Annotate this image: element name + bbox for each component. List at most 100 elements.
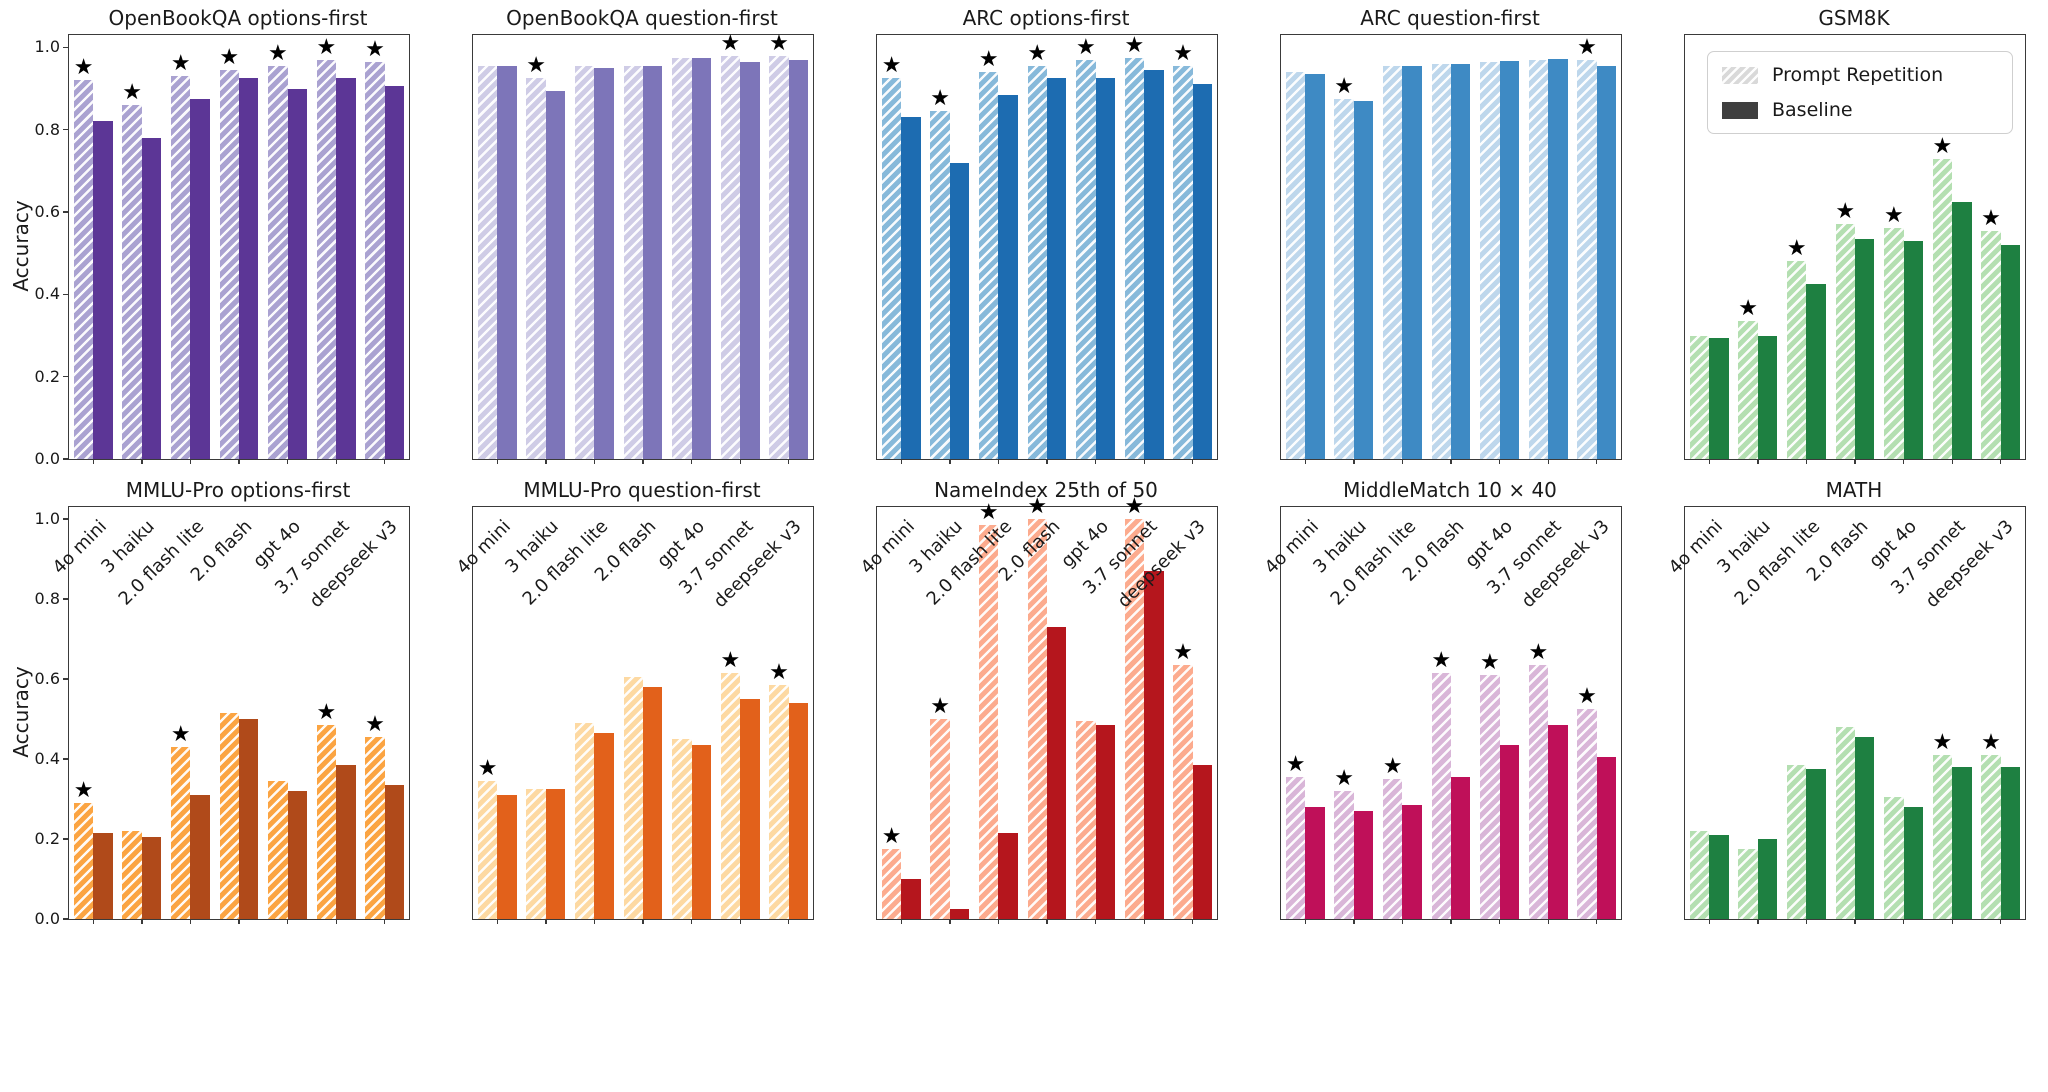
x-tick-mark <box>900 459 902 464</box>
x-tick-mark <box>496 919 498 924</box>
x-tick-mark <box>1450 459 1452 464</box>
bar-baseline-4o-mini <box>1305 807 1325 919</box>
bar-baseline-deepseek-v3 <box>788 59 809 459</box>
x-tick-mark <box>1046 919 1048 924</box>
y-tick-label: 0.0 <box>34 449 60 468</box>
subplot-title-gsm8k: GSM8K <box>1818 6 1890 30</box>
bar-baseline-3-haiku <box>141 137 162 459</box>
plot-area-nameindex-25th-of-50: ★ 4o mini ★ 3 haiku ★ 2.0 flash lite ★ 2.0 flas… <box>856 496 1218 924</box>
bar-baseline-deepseek-v3 <box>1596 757 1617 919</box>
significance-star-icon: ★ <box>881 53 902 79</box>
bar-prompt-repetition-deepseek-v3 <box>1173 665 1193 919</box>
bar-baseline-3-7-sonnet <box>1952 201 1972 459</box>
bar-baseline-4o-mini <box>1709 337 1729 459</box>
significance-star-icon: ★ <box>219 45 240 70</box>
bar-baseline-4o-mini <box>901 879 921 919</box>
bar-baseline-3-7-sonnet <box>740 699 760 919</box>
bar-prompt-repetition-4o-mini <box>1285 777 1306 919</box>
significance-star-icon: ★ <box>526 53 547 79</box>
significance-star-icon: ★ <box>122 79 143 105</box>
plot-area-openbookqa-options-first: 1.0 0.8 0.6 0.4 0.2 0.0 ★ ★ ★ ★ ★ ★ ★ <box>35 34 410 468</box>
significance-star-icon: ★ <box>1173 40 1193 66</box>
bar-prompt-repetition-gpt-4o <box>672 57 692 459</box>
y-tick-mark <box>63 918 69 920</box>
bar-baseline-3-haiku <box>949 909 970 919</box>
y-tick-mark <box>63 758 69 760</box>
bar-baseline-gpt-4o <box>1903 240 1923 459</box>
bar-baseline-deepseek-v3 <box>384 86 405 459</box>
bar-prompt-repetition-deepseek-v3 <box>1981 230 2001 459</box>
bar-prompt-repetition-2-0-flash-lite <box>1787 261 1807 459</box>
bar-baseline-3-haiku <box>949 162 970 459</box>
bar-baseline-2-0-flash-lite <box>998 833 1018 919</box>
significance-star-icon: ★ <box>1431 648 1452 673</box>
bar-baseline-gpt-4o <box>1499 60 1519 459</box>
bar-baseline-4o-mini <box>901 117 921 459</box>
bar-prompt-repetition-3-7-sonnet <box>316 59 337 459</box>
x-tick-mark <box>1353 459 1355 464</box>
subplot-title-middlematch-10-40: MiddleMatch 10 × 40 <box>1343 478 1557 502</box>
bar-prompt-repetition-2-0-flash <box>623 677 643 919</box>
x-tick-mark <box>1401 459 1404 464</box>
bar-prompt-repetition-2-0-flash <box>1027 65 1047 459</box>
bar-baseline-4o-mini <box>93 121 113 459</box>
bar-prompt-repetition-3-haiku <box>930 111 950 459</box>
significance-star-icon: ★ <box>1479 650 1500 675</box>
x-tick-mark <box>286 459 289 464</box>
x-tick-mark <box>384 459 386 464</box>
subplot-title-math: MATH <box>1825 478 1883 502</box>
bar-baseline-3-haiku <box>1757 839 1778 919</box>
bar-baseline-deepseek-v3 <box>1596 65 1617 459</box>
x-tick-mark <box>642 919 644 924</box>
bar-prompt-repetition-2-0-flash-lite <box>979 72 999 459</box>
x-tick-mark <box>1854 919 1856 924</box>
x-tick-mark <box>900 919 902 924</box>
x-tick-label-4o-mini: 4o mini <box>1260 516 1323 579</box>
bar-prompt-repetition-2-0-flash <box>1835 224 1855 459</box>
x-tick-mark <box>238 459 240 464</box>
significance-star-icon: ★ <box>1835 199 1856 225</box>
bar-prompt-repetition-4o-mini <box>1689 831 1710 919</box>
bar-baseline-gpt-4o <box>691 745 711 919</box>
x-tick-mark <box>189 459 192 464</box>
bar-prompt-repetition-2-0-flash-lite <box>171 76 191 459</box>
subplot-title-openbookqa-question-first: OpenBookQA question-first <box>506 6 778 30</box>
x-tick-mark <box>1304 459 1306 464</box>
x-tick-mark <box>1046 459 1048 464</box>
y-tick-mark <box>63 293 69 295</box>
bar-baseline-2-0-flash-lite <box>998 94 1018 459</box>
bar-baseline-deepseek-v3 <box>1192 84 1213 459</box>
x-tick-mark <box>690 459 693 464</box>
significance-star-icon: ★ <box>1285 752 1306 777</box>
x-tick-mark <box>1450 919 1452 924</box>
x-tick-mark <box>92 459 94 464</box>
bar-prompt-repetition-deepseek-v3 <box>365 61 385 459</box>
bar-prompt-repetition-2-0-flash <box>1835 727 1855 919</box>
bar-prompt-repetition-3-haiku <box>122 104 142 459</box>
x-tick-mark <box>739 919 741 924</box>
bar-baseline-2-0-flash-lite <box>594 733 614 919</box>
bar-baseline-2-0-flash-lite <box>190 795 210 919</box>
y-axis-label-row2: Accuracy <box>9 666 33 758</box>
bar-prompt-repetition-2-0-flash <box>1431 63 1451 459</box>
significance-star-icon: ★ <box>1932 133 1953 159</box>
y-tick-label: 0.4 <box>34 749 60 768</box>
significance-star-icon: ★ <box>769 30 789 56</box>
bar-baseline-2-0-flash-lite <box>1806 284 1826 459</box>
x-tick-mark <box>997 919 1000 924</box>
x-tick-mark <box>1805 919 1808 924</box>
bar-baseline-2-0-flash <box>1047 627 1067 919</box>
bar-baseline-3-haiku <box>545 90 566 459</box>
bar-prompt-repetition-2-0-flash <box>623 65 643 459</box>
bar-baseline-gpt-4o <box>691 57 711 459</box>
bar-baseline-3-haiku <box>141 837 162 919</box>
significance-star-icon: ★ <box>930 86 951 112</box>
significance-star-icon: ★ <box>1173 640 1193 665</box>
x-tick-mark <box>949 919 951 924</box>
significance-star-icon: ★ <box>1577 34 1597 60</box>
bar-prompt-repetition-3-7-sonnet <box>1124 57 1145 459</box>
bar-prompt-repetition-2-0-flash <box>219 70 239 459</box>
x-tick-mark <box>189 919 192 924</box>
x-tick-mark <box>1854 459 1856 464</box>
x-tick-mark <box>1498 459 1501 464</box>
